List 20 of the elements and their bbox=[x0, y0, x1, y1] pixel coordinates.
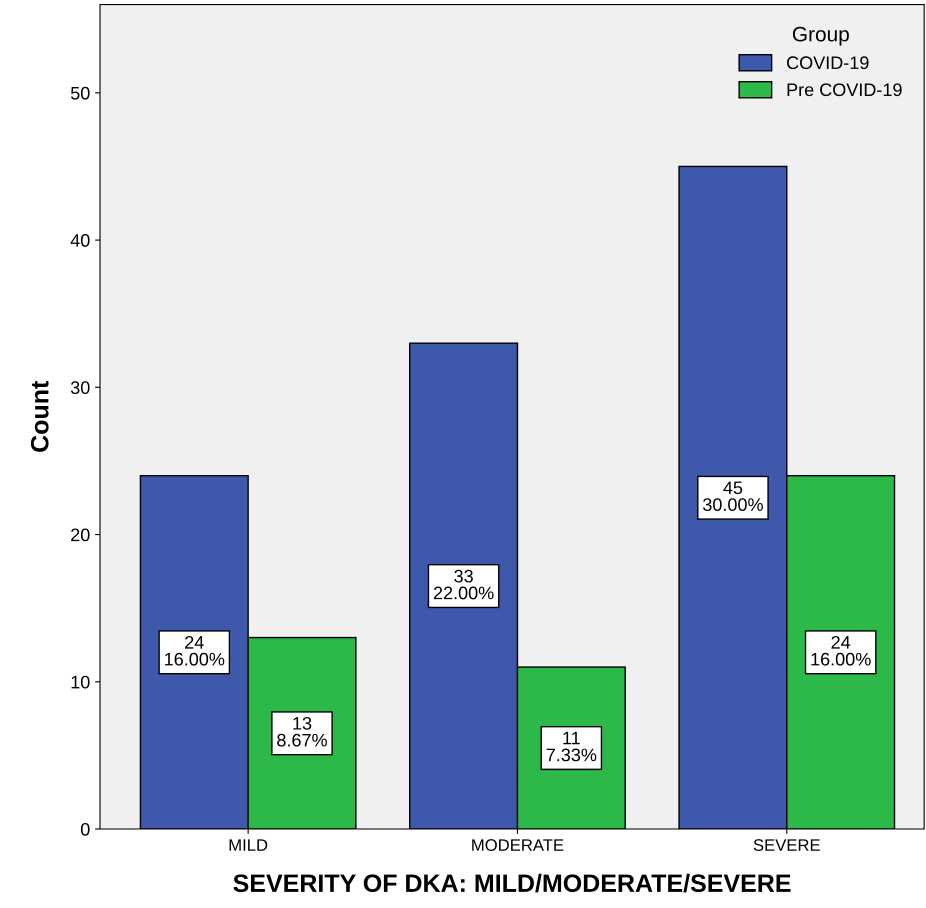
x-tick-label: MODERATE bbox=[472, 839, 564, 851]
data-label: 13 8.67% bbox=[277, 716, 327, 747]
data-label: 24 16.00% bbox=[811, 636, 871, 666]
y-axis-title: Count bbox=[30, 380, 49, 452]
data-label: 33 22.00% bbox=[434, 570, 494, 600]
data-label: 24 16.00% bbox=[165, 636, 224, 666]
x-tick-label: SEVERE bbox=[754, 839, 820, 851]
x-axis-title: SEVERITY OF DKA: MILD/MODERATE/SEVERE bbox=[233, 874, 791, 892]
y-tick-label: 10 bbox=[72, 676, 90, 688]
legend-label: Pre COVID-19 bbox=[788, 83, 902, 96]
data-label: 45 30.00% bbox=[702, 482, 763, 512]
y-tick-label: 50 bbox=[70, 86, 90, 100]
y-tick-label: 40 bbox=[70, 234, 90, 247]
legend-label: COVID-19 bbox=[787, 56, 869, 70]
y-tick-label: 30 bbox=[70, 381, 90, 394]
x-tick-label: MILD bbox=[230, 839, 268, 851]
data-label: 11 7.33% bbox=[546, 732, 596, 762]
legend-title: Group bbox=[792, 26, 849, 46]
y-tick-label: 0 bbox=[80, 822, 90, 836]
y-tick-label: 20 bbox=[71, 528, 90, 542]
